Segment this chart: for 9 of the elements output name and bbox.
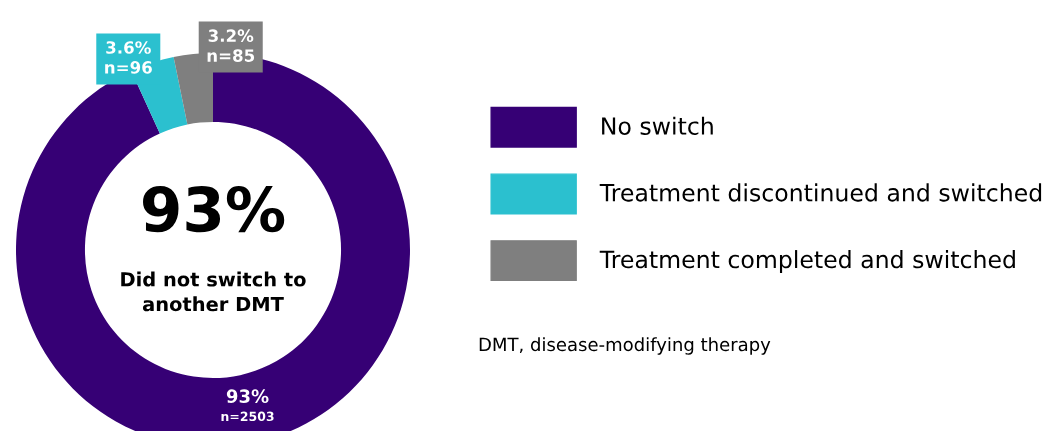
- text: DMT, disease-modifying therapy: [479, 337, 771, 355]
- legend-label: No switch: [602, 116, 713, 135]
- data-label: 3.6% n=96: [105, 41, 152, 74]
- data-label: 93% n=2503: [221, 389, 274, 422]
- text: Did not switch to another DMT: [121, 271, 306, 312]
- legend-label: Treatment completed and switched: [599, 250, 1015, 273]
- text: 93%: [143, 186, 285, 233]
- legend-label: Treatment discontinued and switched: [599, 183, 1042, 202]
- data-label: 3.2% n=85: [207, 29, 255, 62]
